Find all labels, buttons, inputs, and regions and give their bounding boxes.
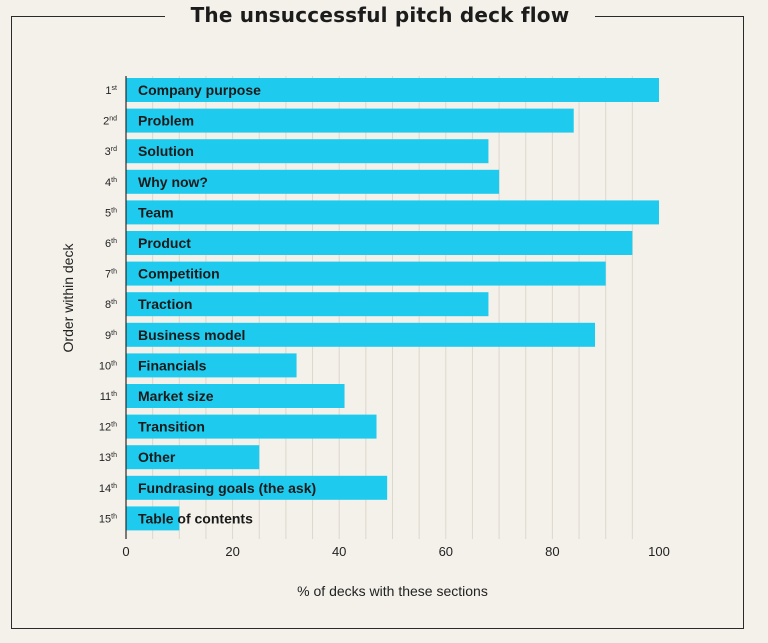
bar-label: Other [138,449,176,465]
bar [126,506,180,531]
order-label: 14th [99,483,117,495]
bar [126,78,659,102]
order-label: 1st [105,85,117,97]
bar-label: Traction [138,296,192,312]
bar [126,231,633,255]
bar [126,139,489,164]
bar [126,353,297,378]
order-label: 3rd [105,146,117,158]
bar-label: Problem [138,113,194,129]
order-label: 9th [105,330,117,342]
order-label: 4th [105,177,117,189]
bar [126,384,345,408]
x-tick-label: 40 [332,544,346,559]
bar [126,414,377,439]
order-label: 2nd [103,116,117,128]
order-label: 5th [105,207,117,219]
order-label: 11th [100,391,117,403]
bar-label: Financials [138,357,207,373]
bar-label: Product [138,235,191,251]
bar [126,445,260,470]
bar-label: Team [138,204,174,220]
order-label: 6th [105,238,117,250]
bar-label: Transition [138,419,205,435]
bar-label: Company purpose [138,82,261,98]
bar [126,475,388,500]
bar [126,292,489,317]
x-tick-label: 100 [648,544,670,559]
x-tick-label: 60 [439,544,453,559]
bar-label: Table of contents [138,510,253,526]
x-tick-label: 0 [122,544,129,559]
chart-title: The unsuccessful pitch deck flow [165,3,595,27]
x-tick-label: 20 [225,544,239,559]
bar-label: Competition [138,266,220,282]
bar-label: Market size [138,388,214,404]
bar-label: Why now? [138,174,208,190]
bar-label: Solution [138,143,194,159]
bar [126,261,606,286]
bar-label: Business model [138,327,245,343]
order-label: 8th [105,299,117,311]
order-label: 13th [99,452,117,464]
bar [126,108,574,133]
order-label: 7th [105,269,117,281]
bar-label: Fundrasing goals (the ask) [138,480,316,496]
bar [126,200,659,225]
order-label: 10th [99,360,117,372]
bar [126,169,500,194]
bar [126,322,596,347]
x-tick-label: 80 [545,544,559,559]
order-label: 15th [99,513,117,525]
x-axis-label: % of decks with these sections [297,583,488,599]
order-label: 12th [99,422,117,434]
